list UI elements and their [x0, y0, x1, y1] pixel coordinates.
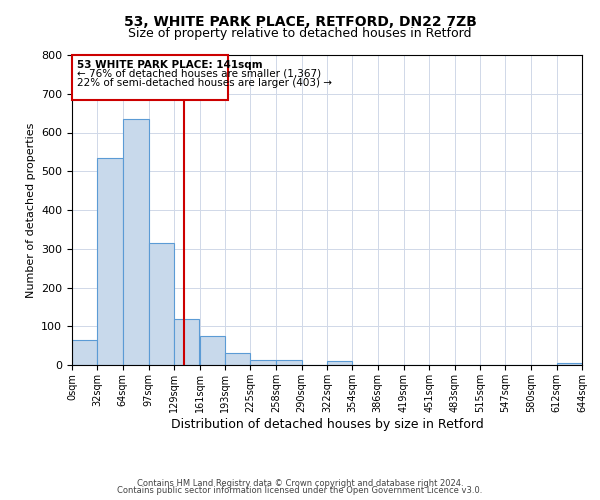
Text: 53, WHITE PARK PLACE, RETFORD, DN22 7ZB: 53, WHITE PARK PLACE, RETFORD, DN22 7ZB — [124, 15, 476, 29]
Text: 22% of semi-detached houses are larger (403) →: 22% of semi-detached houses are larger (… — [77, 78, 332, 88]
Bar — [122, 119, 149, 365]
Bar — [72, 340, 97, 365]
Y-axis label: Number of detached properties: Number of detached properties — [26, 122, 35, 298]
Bar — [225, 354, 250, 365]
Bar — [250, 360, 277, 365]
Bar — [327, 361, 352, 365]
Bar — [277, 360, 302, 365]
Text: Size of property relative to detached houses in Retford: Size of property relative to detached ho… — [128, 28, 472, 40]
Bar — [174, 318, 199, 365]
Text: Contains HM Land Registry data © Crown copyright and database right 2024.: Contains HM Land Registry data © Crown c… — [137, 478, 463, 488]
Text: ← 76% of detached houses are smaller (1,367): ← 76% of detached houses are smaller (1,… — [77, 69, 321, 79]
Bar — [149, 243, 174, 365]
Bar — [199, 336, 225, 365]
X-axis label: Distribution of detached houses by size in Retford: Distribution of detached houses by size … — [170, 418, 484, 430]
Text: Contains public sector information licensed under the Open Government Licence v3: Contains public sector information licen… — [118, 486, 482, 495]
FancyBboxPatch shape — [72, 55, 227, 100]
Bar — [557, 363, 582, 365]
Bar — [97, 158, 122, 365]
Text: 53 WHITE PARK PLACE: 141sqm: 53 WHITE PARK PLACE: 141sqm — [77, 60, 263, 70]
